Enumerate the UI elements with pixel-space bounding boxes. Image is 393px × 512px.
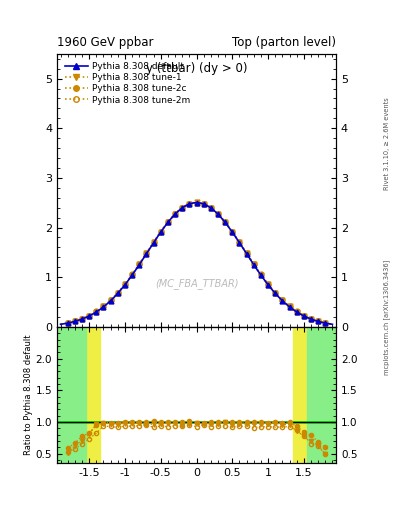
Text: y (ttbar) (dy > 0): y (ttbar) (dy > 0) bbox=[146, 62, 247, 75]
Y-axis label: Ratio to Pythia 8.308 default: Ratio to Pythia 8.308 default bbox=[24, 335, 33, 455]
Text: 1960 GeV ppbar: 1960 GeV ppbar bbox=[57, 36, 154, 49]
Text: Rivet 3.1.10, ≥ 2.6M events: Rivet 3.1.10, ≥ 2.6M events bbox=[384, 97, 390, 190]
Text: (MC_FBA_TTBAR): (MC_FBA_TTBAR) bbox=[155, 278, 238, 289]
Text: mcplots.cern.ch [arXiv:1306.3436]: mcplots.cern.ch [arXiv:1306.3436] bbox=[383, 260, 390, 375]
Text: Top (parton level): Top (parton level) bbox=[232, 36, 336, 49]
Legend: Pythia 8.308 default, Pythia 8.308 tune-1, Pythia 8.308 tune-2c, Pythia 8.308 tu: Pythia 8.308 default, Pythia 8.308 tune-… bbox=[61, 58, 194, 108]
